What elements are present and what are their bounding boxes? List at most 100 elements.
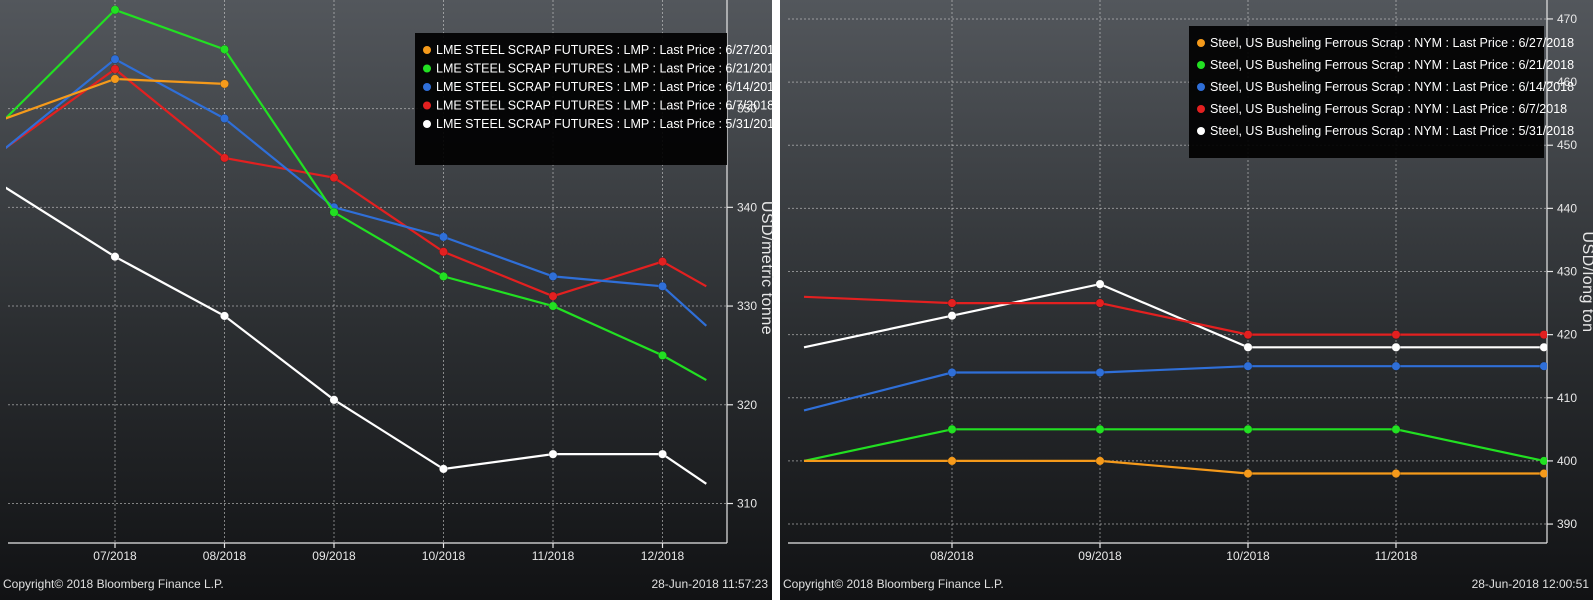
right-data-point xyxy=(1243,361,1253,371)
left-data-point xyxy=(548,301,558,311)
left-data-point xyxy=(110,54,120,64)
right-legend-marker xyxy=(1197,127,1205,135)
right-data-point xyxy=(1095,456,1105,466)
left-chart-panel: 310 320 330 340 350 07/2018 08/2018 09/2018 10/2… xyxy=(0,0,781,600)
left-data-point xyxy=(658,350,667,360)
left-copyright-text: Copyright© 2018 Bloomberg Finance L.P. xyxy=(3,577,224,591)
right-legend-marker xyxy=(1197,105,1205,113)
right-legend-box xyxy=(1189,26,1544,158)
right-series-group xyxy=(803,279,1547,478)
right-data-point xyxy=(1095,298,1105,308)
left-data-point xyxy=(329,207,339,217)
right-timestamp-text: 28-Jun-2018 12:00:51 xyxy=(1472,577,1590,591)
right-y-axis-label: USD/long ton xyxy=(1579,231,1593,332)
left-data-point xyxy=(220,44,229,54)
left-data-point xyxy=(439,232,448,242)
left-legend-label: LME STEEL SCRAP FUTURES : LMP : Last Pri… xyxy=(436,43,781,57)
left-legend-marker xyxy=(423,46,431,54)
right-data-point xyxy=(947,424,957,434)
right-xtick-label: 09/2018 xyxy=(1078,549,1122,563)
right-ytick-label: 390 xyxy=(1557,517,1577,531)
left-y-axis-label: USD/metric tonne xyxy=(758,201,775,335)
right-series-line xyxy=(803,428,1545,462)
right-ytick-label: 420 xyxy=(1557,328,1577,342)
right-legend-marker xyxy=(1197,83,1205,91)
right-legend: Steel, US Busheling Ferrous Scrap : NYM … xyxy=(1189,26,1574,158)
right-data-point xyxy=(1539,330,1547,340)
right-data-point xyxy=(1095,424,1105,434)
right-data-point xyxy=(1391,361,1401,371)
right-ytick-label: 470 xyxy=(1557,12,1577,26)
right-xtick-label: 08/2018 xyxy=(930,549,974,563)
left-xtick-label: 09/2018 xyxy=(312,549,356,563)
left-legend-box xyxy=(415,33,727,165)
right-chart-panel: 390 400 410 420 430 440 450 460 470 08/2018 09/201… xyxy=(780,0,1593,600)
right-data-point xyxy=(1391,330,1401,340)
left-data-point xyxy=(548,271,558,281)
left-data-point xyxy=(439,247,448,257)
left-data-point xyxy=(658,281,667,291)
left-series-line xyxy=(6,57,708,327)
right-data-point xyxy=(1539,469,1547,478)
right-legend-label: Steel, US Busheling Ferrous Scrap : NYM … xyxy=(1210,80,1574,94)
right-data-point xyxy=(947,368,957,377)
left-data-point xyxy=(110,5,120,15)
right-ytick-label: 400 xyxy=(1557,454,1577,468)
left-series-group xyxy=(6,5,708,485)
left-legend-label: LME STEEL SCRAP FUTURES : LMP : Last Pri… xyxy=(436,80,781,94)
left-xtick-label: 10/2018 xyxy=(422,549,466,563)
left-legend-label: LME STEEL SCRAP FUTURES : LMP : Last Pri… xyxy=(436,62,781,76)
left-ytick-label: 350 xyxy=(737,102,757,116)
right-data-point xyxy=(1243,330,1253,340)
right-legend-label: Steel, US Busheling Ferrous Scrap : NYM … xyxy=(1210,36,1574,50)
left-ytick-label: 330 xyxy=(737,299,757,313)
right-xtick-label: 11/2018 xyxy=(1375,549,1418,563)
right-data-point xyxy=(1095,368,1105,377)
left-series-line xyxy=(6,186,707,485)
right-series-line xyxy=(803,365,1544,412)
right-data-point xyxy=(1539,361,1547,371)
right-ytick-label: 440 xyxy=(1557,201,1577,215)
left-legend-label: LME STEEL SCRAP FUTURES : LMP : Last Pri… xyxy=(436,99,774,113)
left-xtick-label: 12/2018 xyxy=(641,549,685,563)
right-legend-marker xyxy=(1197,39,1205,47)
right-data-point xyxy=(947,298,957,308)
right-ytick-label: 460 xyxy=(1557,75,1577,89)
left-timestamp-text: 28-Jun-2018 11:57:23 xyxy=(651,577,768,591)
left-data-point xyxy=(439,464,448,474)
left-legend-label: LME STEEL SCRAP FUTURES : LMP : Last Pri… xyxy=(436,117,781,131)
left-legend-marker xyxy=(423,64,431,73)
left-series-line xyxy=(6,67,707,298)
left-ytick-label: 340 xyxy=(737,200,757,214)
left-data-point xyxy=(548,291,558,301)
right-data-point xyxy=(1095,279,1105,289)
right-data-point xyxy=(947,456,957,466)
left-data-point xyxy=(110,252,120,262)
left-data-point xyxy=(439,271,448,281)
left-ytick-label: 320 xyxy=(737,398,757,412)
right-legend-label: Steel, US Busheling Ferrous Scrap : NYM … xyxy=(1210,102,1567,116)
left-legend-marker xyxy=(423,83,431,91)
left-data-point xyxy=(658,257,667,267)
left-legend-marker xyxy=(423,120,431,128)
left-ytick-label: 310 xyxy=(737,497,757,511)
right-xtick-label: 10/2018 xyxy=(1226,549,1270,563)
left-data-point xyxy=(110,64,120,74)
right-data-point xyxy=(1391,469,1401,478)
left-data-point xyxy=(220,153,229,163)
right-series-line xyxy=(803,282,1544,349)
right-legend-label: Steel, US Busheling Ferrous Scrap : NYM … xyxy=(1210,124,1574,138)
left-xtick-label: 08/2018 xyxy=(203,549,247,563)
right-series-line xyxy=(804,459,1544,475)
left-data-point xyxy=(220,114,229,123)
left-data-point xyxy=(329,395,339,405)
right-data-point xyxy=(1391,342,1401,352)
left-data-point xyxy=(658,449,667,459)
left-data-point xyxy=(220,311,229,321)
left-data-point xyxy=(220,79,229,89)
left-legend-marker xyxy=(423,101,431,110)
left-series-line xyxy=(6,8,707,382)
right-legend-marker xyxy=(1197,61,1205,69)
left-xtick-label: 07/2018 xyxy=(93,549,137,563)
